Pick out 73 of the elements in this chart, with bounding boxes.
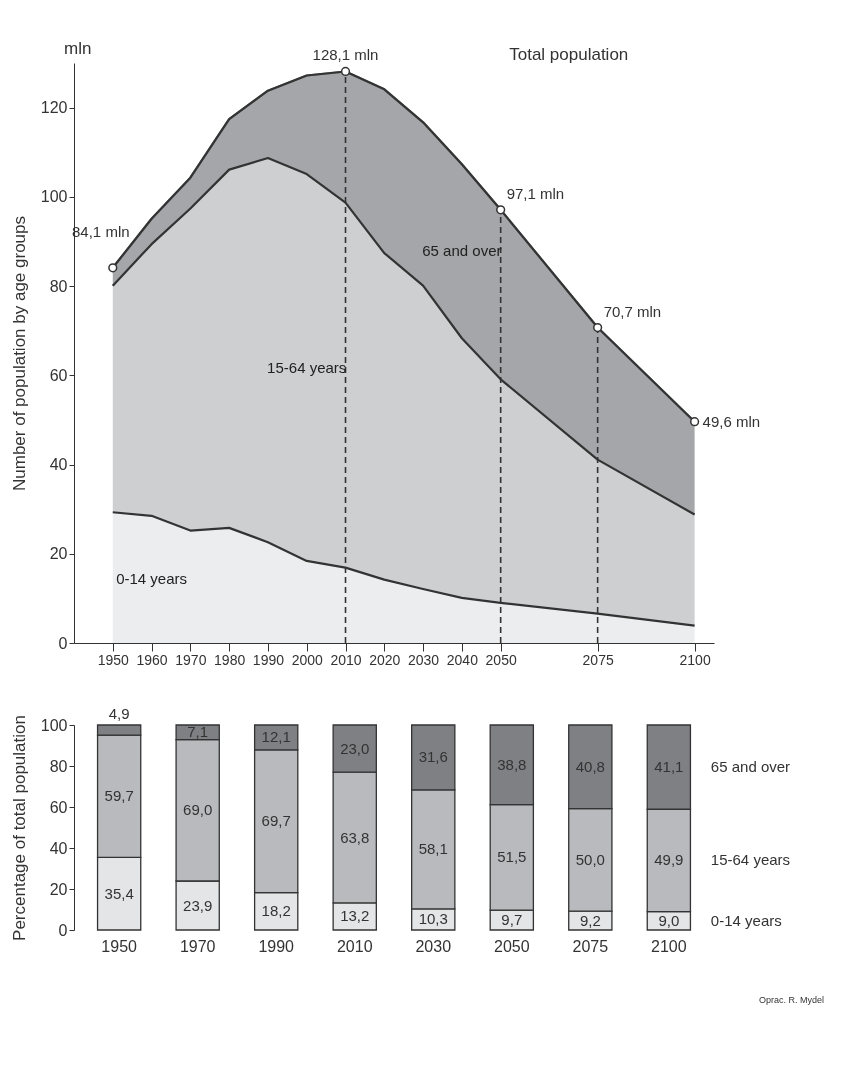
data-label: 58,1 [418,840,448,858]
y-tick-label: 60 [49,798,68,816]
x-tick-label: 2050 [485,651,517,668]
data-label: 31,6 [418,748,448,766]
y-tick-label: 120 [40,99,68,117]
x-tick-label: 2010 [330,651,362,668]
x-tick-label: 2075 [572,937,609,955]
y-tick-label: 20 [49,545,68,563]
x-tick-label: 1950 [101,937,138,955]
x-tick-label: 2040 [446,651,479,668]
y-tick-label: 0 [58,921,68,939]
y-tick-label: 60 [49,366,68,384]
data-label: 18,2 [261,902,291,920]
series-label: 65 and over [422,242,502,260]
x-tick-label: 2020 [369,651,401,668]
x-tick-label: 1970 [179,937,216,955]
data-label: 9,2 [579,911,601,929]
y-axis-title: Percentage of total population [9,715,29,941]
data-label: 59,7 [104,787,134,805]
annotation: 128,1 mln [312,46,379,64]
data-label: 49,9 [654,851,684,869]
data-label: 40,8 [575,757,605,775]
x-tick-label: 2000 [291,651,324,668]
x-tick-label: 2050 [493,937,530,955]
series-label: 15-64 years [710,851,791,869]
x-tick-label: 2075 [582,651,614,668]
series-label: 15-64 years [267,358,347,376]
data-label: 41,1 [654,758,684,776]
y-axis-title: Number of population by age groups [9,215,29,492]
x-tick-label: 2100 [679,651,711,668]
x-tick-label: 1970 [175,651,207,668]
data-label: 51,5 [497,848,527,866]
x-tick-label: 1960 [136,651,168,668]
x-tick-label: 1980 [214,651,246,668]
y-tick-label: 100 [40,716,68,734]
y-tick-label: 0 [58,634,68,652]
data-label: 4,9 [108,705,130,722]
data-label: 38,8 [497,755,527,773]
data-label: 63,8 [340,828,370,846]
x-tick-label: 2100 [651,937,687,955]
x-tick-label: 1950 [97,651,130,668]
data-label: 35,4 [104,884,134,902]
series-label: 65 and over [710,758,791,776]
data-label: 69,7 [261,812,291,830]
x-tick-label: 1990 [258,937,295,955]
y-tick-label: 100 [40,188,68,206]
data-label: 23,9 [183,896,213,914]
annotation: 49,6 mln [702,412,761,430]
series-label: 0-14 years [116,570,188,588]
data-label: 10,3 [418,910,448,928]
data-label: 9,0 [658,911,680,929]
annotation: 70,7 mln [603,302,662,320]
text: Oprac. R. Mydel [758,995,824,1005]
y-tick-label: 80 [49,757,68,775]
data-label: 9,7 [501,911,523,929]
annotation: Total population [509,45,629,64]
data-label: 23,0 [340,739,370,757]
data-label: 12,1 [261,728,291,746]
series-label: 0-14 years [710,911,782,929]
data-label: 50,0 [575,850,605,868]
x-tick-label: 1990 [252,651,285,668]
x-tick-label: 2030 [408,651,440,668]
y-tick-label: 40 [49,839,68,857]
annotation: 97,1 mln [506,184,565,202]
data-label: 69,0 [183,801,213,819]
y-tick-label: 20 [49,880,68,898]
text: mln [64,39,92,58]
y-tick-label: 40 [49,456,68,474]
data-label: 7,1 [187,723,209,741]
y-tick-label: 80 [49,277,68,295]
x-tick-label: 2030 [415,937,452,955]
data-label: 13,2 [340,907,370,925]
x-tick-label: 2010 [336,937,373,955]
